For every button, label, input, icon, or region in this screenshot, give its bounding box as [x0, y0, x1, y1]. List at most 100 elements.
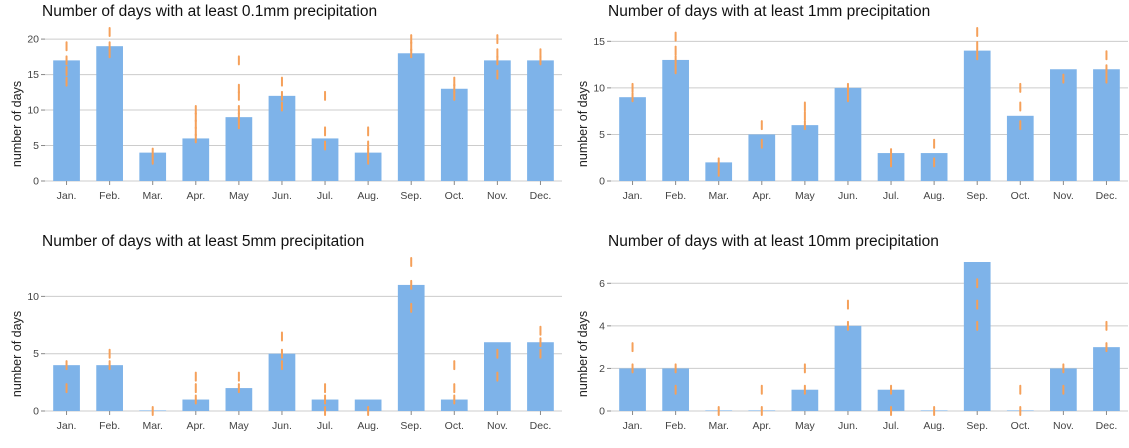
- y-tick-label: 4: [599, 320, 605, 332]
- bar: [791, 389, 819, 411]
- x-tick-label: Nov.: [1053, 420, 1074, 432]
- y-tick-label: 0: [33, 406, 39, 418]
- x-tick-label: Aug.: [357, 190, 379, 202]
- x-tick-label: Sep.: [400, 190, 422, 202]
- bar: [397, 53, 425, 181]
- x-tick-label: Apr.: [752, 420, 771, 432]
- x-tick-label: Apr.: [186, 190, 205, 202]
- bar: [963, 50, 991, 181]
- bar: [182, 399, 210, 411]
- x-tick-label: Oct.: [445, 190, 464, 202]
- chart-title: Number of days with at least 5mm precipi…: [42, 233, 365, 250]
- x-tick-label: Feb.: [665, 420, 686, 432]
- y-tick-label: 0: [33, 176, 39, 188]
- x-tick-label: Aug.: [923, 190, 945, 202]
- x-tick-label: Oct.: [445, 420, 464, 432]
- x-tick-label: Jan.: [623, 420, 643, 432]
- x-tick-label: Jan.: [57, 420, 77, 432]
- x-tick-label: Oct.: [1011, 190, 1030, 202]
- bar: [877, 389, 905, 411]
- x-tick-label: Mar.: [142, 420, 162, 432]
- bar: [1093, 69, 1120, 181]
- x-tick-label: Sep.: [966, 420, 988, 432]
- y-tick-label: 2: [599, 363, 605, 375]
- x-tick-label: Dec.: [530, 420, 552, 432]
- x-tick-label: Dec.: [1096, 190, 1118, 202]
- bar: [354, 399, 382, 411]
- x-tick-label: Nov.: [487, 420, 508, 432]
- x-tick-label: Dec.: [530, 190, 552, 202]
- bar: [619, 97, 646, 181]
- x-tick-label: Jun.: [838, 190, 858, 202]
- x-tick-label: Jul.: [317, 190, 333, 202]
- y-tick-label: 15: [27, 69, 39, 81]
- bar: [96, 365, 123, 411]
- chart-plot-area: 0 5 10 15 Jan. Feb. Mar. Apr. May Jun. Jul. Aug. Sep…: [593, 27, 1128, 202]
- x-tick-label: Aug.: [357, 420, 379, 432]
- x-tick-label: Nov.: [1053, 190, 1074, 202]
- bar: [791, 125, 819, 181]
- bar: [311, 399, 339, 411]
- x-tick-label: May: [229, 420, 250, 432]
- x-tick-label: Apr.: [752, 190, 771, 202]
- bar: [619, 368, 646, 411]
- y-tick-label: 0: [599, 176, 605, 188]
- y-tick-label: 5: [599, 129, 605, 141]
- x-tick-label: Jun.: [272, 190, 292, 202]
- y-tick-label: 6: [599, 278, 605, 290]
- x-tick-label: May: [229, 190, 250, 202]
- bar: [1050, 69, 1077, 181]
- chart-plot-area: 0 5 10 15 20 Jan. Feb. Mar. Apr. May Jun. Jul. Aug. S…: [27, 27, 562, 202]
- bar: [527, 60, 554, 181]
- x-tick-label: Dec.: [1096, 420, 1118, 432]
- x-tick-label: Mar.: [142, 190, 162, 202]
- x-tick-label: Aug.: [923, 420, 945, 432]
- chart-panel-0.1mm: Number of days with at least 0.1mm preci…: [0, 0, 562, 218]
- chart-title: Number of days with at least 1mm precipi…: [608, 3, 931, 20]
- chart-panel-1mm: Number of days with at least 1mm precipi…: [566, 0, 1128, 218]
- bar: [834, 87, 862, 181]
- bar: [225, 388, 253, 411]
- y-tick-label: 10: [27, 291, 39, 303]
- bar: [834, 325, 862, 411]
- x-tick-label: Sep.: [966, 190, 988, 202]
- y-tick-label: 5: [33, 348, 39, 360]
- x-tick-label: Oct.: [1011, 420, 1030, 432]
- bar: [1093, 347, 1120, 411]
- x-tick-label: Feb.: [99, 420, 120, 432]
- bar: [96, 46, 123, 181]
- chart-panel-10mm: Number of days with at least 10mm precip…: [566, 230, 1128, 448]
- x-tick-label: Mar.: [708, 420, 728, 432]
- y-tick-label: 10: [593, 82, 605, 94]
- x-tick-label: Feb.: [665, 190, 686, 202]
- x-tick-label: Jul.: [883, 190, 899, 202]
- chart-title: Number of days with at least 0.1mm preci…: [42, 3, 378, 20]
- x-tick-label: Jun.: [838, 420, 858, 432]
- bar: [182, 138, 210, 181]
- y-tick-label: 10: [27, 105, 39, 117]
- chart-plot-area: 0 2 4 6 Jan. Feb. Mar. Apr. May Jun. Jul. Aug. Sep. O…: [599, 262, 1128, 432]
- y-tick-label: 15: [593, 36, 605, 48]
- x-tick-label: Jan.: [623, 190, 643, 202]
- x-tick-label: Nov.: [487, 190, 508, 202]
- bar: [440, 399, 468, 411]
- x-tick-label: May: [795, 420, 816, 432]
- x-tick-label: Sep.: [400, 420, 422, 432]
- x-tick-label: Mar.: [708, 190, 728, 202]
- x-tick-label: Apr.: [186, 420, 205, 432]
- chart-plot-area: 0 5 10 Jan. Feb. Mar. Apr. May Jun. Jul. Aug. Sep. O…: [27, 257, 562, 432]
- x-tick-label: Jun.: [272, 420, 292, 432]
- x-tick-label: Jul.: [883, 420, 899, 432]
- y-tick-label: 5: [33, 140, 39, 152]
- x-tick-label: May: [795, 190, 816, 202]
- x-tick-label: Feb.: [99, 190, 120, 202]
- bar: [440, 88, 468, 181]
- y-tick-label: 0: [599, 406, 605, 418]
- bar: [484, 60, 511, 181]
- x-tick-label: Jan.: [57, 190, 77, 202]
- y-tick-label: 20: [27, 34, 39, 46]
- x-tick-label: Jul.: [317, 420, 333, 432]
- chart-title: Number of days with at least 10mm precip…: [608, 233, 939, 250]
- chart-panel-5mm: Number of days with at least 5mm precipi…: [0, 230, 562, 448]
- bar: [662, 59, 689, 181]
